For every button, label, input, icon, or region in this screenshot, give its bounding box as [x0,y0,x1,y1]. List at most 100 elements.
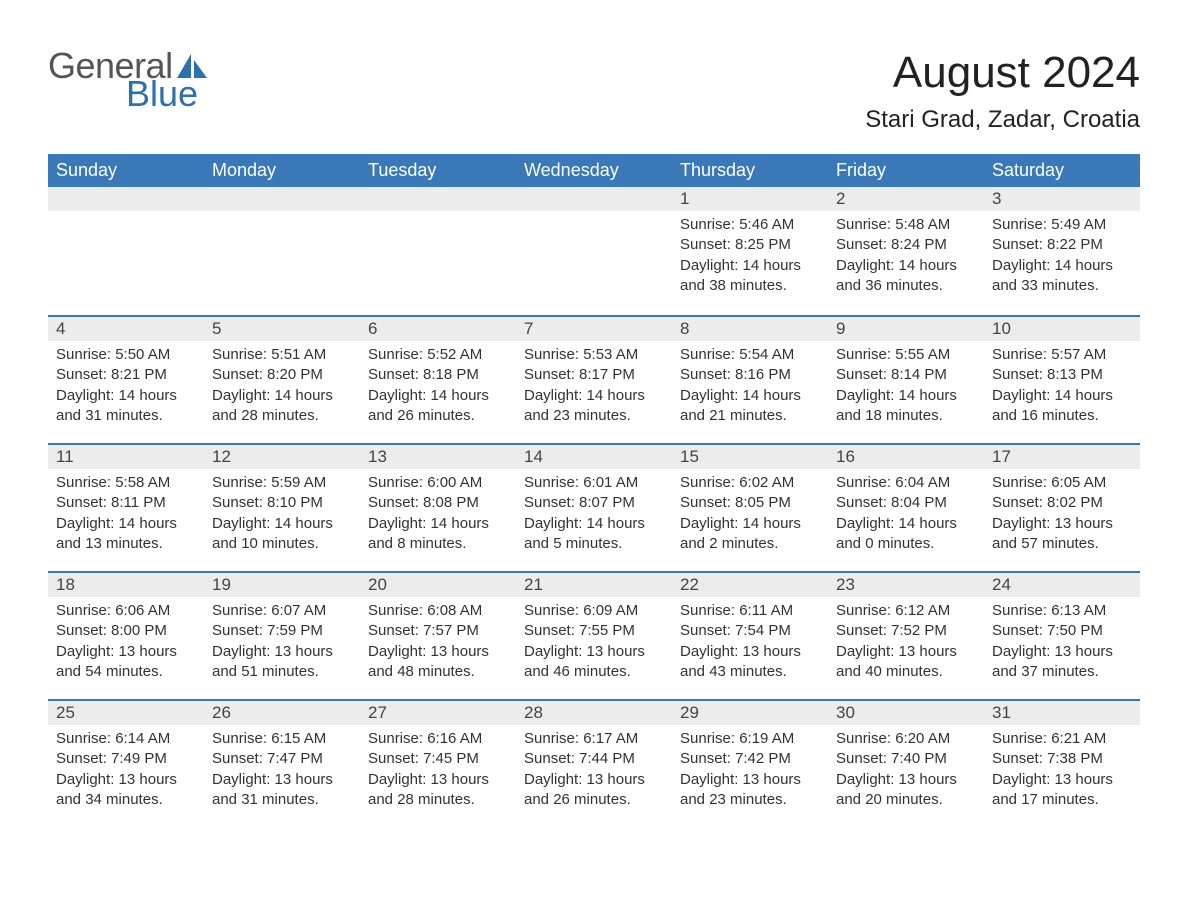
daylight-line: Daylight: 14 hours and 36 minutes. [836,256,976,297]
calendar-cell [204,187,360,315]
day-body: Sunrise: 5:54 AMSunset: 8:16 PMDaylight:… [672,341,828,434]
sunrise-line: Sunrise: 6:21 AM [992,729,1132,749]
calendar-cell: 19Sunrise: 6:07 AMSunset: 7:59 PMDayligh… [204,571,360,699]
sunset-line: Sunset: 8:18 PM [368,365,508,385]
sunset-line: Sunset: 7:55 PM [524,621,664,641]
daylight-line: Daylight: 14 hours and 21 minutes. [680,386,820,427]
day-number: 23 [828,571,984,597]
sunset-line: Sunset: 8:11 PM [56,493,196,513]
day-body: Sunrise: 6:06 AMSunset: 8:00 PMDaylight:… [48,597,204,690]
sunset-line: Sunset: 7:38 PM [992,749,1132,769]
daylight-line: Daylight: 13 hours and 43 minutes. [680,642,820,683]
calendar-cell: 27Sunrise: 6:16 AMSunset: 7:45 PMDayligh… [360,699,516,827]
logo-word2: Blue [126,76,209,112]
day-body: Sunrise: 6:08 AMSunset: 7:57 PMDaylight:… [360,597,516,690]
calendar-cell: 26Sunrise: 6:15 AMSunset: 7:47 PMDayligh… [204,699,360,827]
sunset-line: Sunset: 7:59 PM [212,621,352,641]
sunrise-line: Sunrise: 6:17 AM [524,729,664,749]
day-body: Sunrise: 6:05 AMSunset: 8:02 PMDaylight:… [984,469,1140,562]
daylight-line: Daylight: 14 hours and 31 minutes. [56,386,196,427]
daynum-bar-empty [204,187,360,211]
day-body: Sunrise: 5:58 AMSunset: 8:11 PMDaylight:… [48,469,204,562]
day-body: Sunrise: 6:14 AMSunset: 7:49 PMDaylight:… [48,725,204,818]
logo: General Blue [48,48,209,112]
daylight-line: Daylight: 14 hours and 8 minutes. [368,514,508,555]
calendar-cell: 14Sunrise: 6:01 AMSunset: 8:07 PMDayligh… [516,443,672,571]
sunset-line: Sunset: 7:50 PM [992,621,1132,641]
day-number: 12 [204,443,360,469]
calendar-cell: 12Sunrise: 5:59 AMSunset: 8:10 PMDayligh… [204,443,360,571]
sunrise-line: Sunrise: 5:59 AM [212,473,352,493]
calendar-cell [360,187,516,315]
day-body: Sunrise: 6:02 AMSunset: 8:05 PMDaylight:… [672,469,828,562]
sunrise-line: Sunrise: 5:53 AM [524,345,664,365]
day-number: 1 [672,187,828,211]
day-number: 18 [48,571,204,597]
daylight-line: Daylight: 13 hours and 23 minutes. [680,770,820,811]
calendar-cell: 21Sunrise: 6:09 AMSunset: 7:55 PMDayligh… [516,571,672,699]
day-number: 26 [204,699,360,725]
calendar-cell: 20Sunrise: 6:08 AMSunset: 7:57 PMDayligh… [360,571,516,699]
weekday-header: Thursday [672,154,828,187]
sunset-line: Sunset: 8:02 PM [992,493,1132,513]
day-body: Sunrise: 5:59 AMSunset: 8:10 PMDaylight:… [204,469,360,562]
daylight-line: Daylight: 13 hours and 51 minutes. [212,642,352,683]
sunset-line: Sunset: 7:47 PM [212,749,352,769]
day-number: 17 [984,443,1140,469]
calendar-cell: 5Sunrise: 5:51 AMSunset: 8:20 PMDaylight… [204,315,360,443]
day-body: Sunrise: 6:04 AMSunset: 8:04 PMDaylight:… [828,469,984,562]
calendar-cell: 6Sunrise: 5:52 AMSunset: 8:18 PMDaylight… [360,315,516,443]
weekday-header: Monday [204,154,360,187]
sunrise-line: Sunrise: 6:12 AM [836,601,976,621]
sunrise-line: Sunrise: 5:48 AM [836,215,976,235]
daylight-line: Daylight: 13 hours and 26 minutes. [524,770,664,811]
day-body: Sunrise: 6:15 AMSunset: 7:47 PMDaylight:… [204,725,360,818]
sunset-line: Sunset: 8:13 PM [992,365,1132,385]
day-number: 7 [516,315,672,341]
sunset-line: Sunset: 8:08 PM [368,493,508,513]
sunrise-line: Sunrise: 6:14 AM [56,729,196,749]
calendar-cell: 22Sunrise: 6:11 AMSunset: 7:54 PMDayligh… [672,571,828,699]
day-number: 9 [828,315,984,341]
sunset-line: Sunset: 8:25 PM [680,235,820,255]
day-number: 15 [672,443,828,469]
daylight-line: Daylight: 13 hours and 34 minutes. [56,770,196,811]
day-body: Sunrise: 5:57 AMSunset: 8:13 PMDaylight:… [984,341,1140,434]
sunset-line: Sunset: 7:40 PM [836,749,976,769]
day-body: Sunrise: 6:16 AMSunset: 7:45 PMDaylight:… [360,725,516,818]
day-number: 28 [516,699,672,725]
daylight-line: Daylight: 14 hours and 2 minutes. [680,514,820,555]
daylight-line: Daylight: 13 hours and 17 minutes. [992,770,1132,811]
sunrise-line: Sunrise: 6:19 AM [680,729,820,749]
day-number: 14 [516,443,672,469]
sunset-line: Sunset: 7:45 PM [368,749,508,769]
day-number: 10 [984,315,1140,341]
day-body: Sunrise: 5:48 AMSunset: 8:24 PMDaylight:… [828,211,984,304]
calendar-cell: 2Sunrise: 5:48 AMSunset: 8:24 PMDaylight… [828,187,984,315]
sunrise-line: Sunrise: 5:46 AM [680,215,820,235]
daylight-line: Daylight: 14 hours and 10 minutes. [212,514,352,555]
calendar: SundayMondayTuesdayWednesdayThursdayFrid… [48,154,1140,827]
calendar-cell: 25Sunrise: 6:14 AMSunset: 7:49 PMDayligh… [48,699,204,827]
day-body: Sunrise: 6:21 AMSunset: 7:38 PMDaylight:… [984,725,1140,818]
weekday-header: Saturday [984,154,1140,187]
sunrise-line: Sunrise: 5:57 AM [992,345,1132,365]
daynum-bar-empty [516,187,672,211]
sunrise-line: Sunrise: 6:13 AM [992,601,1132,621]
sunset-line: Sunset: 7:54 PM [680,621,820,641]
sunrise-line: Sunrise: 5:54 AM [680,345,820,365]
day-number: 19 [204,571,360,597]
day-body: Sunrise: 6:07 AMSunset: 7:59 PMDaylight:… [204,597,360,690]
calendar-cell: 3Sunrise: 5:49 AMSunset: 8:22 PMDaylight… [984,187,1140,315]
day-number: 5 [204,315,360,341]
sunrise-line: Sunrise: 5:52 AM [368,345,508,365]
sunset-line: Sunset: 8:07 PM [524,493,664,513]
day-number: 4 [48,315,204,341]
sunrise-line: Sunrise: 6:00 AM [368,473,508,493]
day-body: Sunrise: 5:55 AMSunset: 8:14 PMDaylight:… [828,341,984,434]
daylight-line: Daylight: 14 hours and 16 minutes. [992,386,1132,427]
weekday-header: Tuesday [360,154,516,187]
daylight-line: Daylight: 14 hours and 28 minutes. [212,386,352,427]
sunrise-line: Sunrise: 5:58 AM [56,473,196,493]
day-number: 21 [516,571,672,597]
